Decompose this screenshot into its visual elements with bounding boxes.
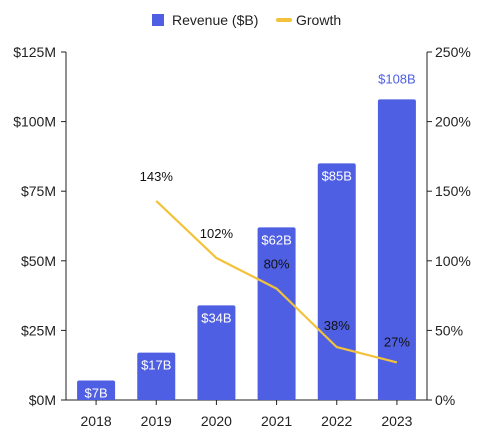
legend-growth-label: Growth — [296, 12, 341, 28]
revenue-bar — [257, 227, 296, 400]
revenue-data-label: $34B — [201, 310, 231, 325]
y-left-tick-label: $100M — [13, 114, 56, 130]
legend-revenue-swatch — [152, 14, 164, 26]
revenue-data-label: $17B — [141, 358, 171, 373]
growth-data-label: 38% — [324, 318, 350, 333]
revenue-bar — [377, 99, 416, 400]
y-left-tick-label: $0M — [29, 392, 56, 408]
growth-data-label: 102% — [200, 226, 234, 241]
legend-revenue-label: Revenue ($B) — [172, 12, 258, 28]
y-left-tick-label: $25M — [21, 322, 56, 338]
growth-data-label: 143% — [140, 169, 174, 184]
x-tick-label: 2018 — [81, 413, 112, 429]
revenue-bar — [197, 305, 236, 400]
revenue-data-label: $108B — [378, 71, 416, 86]
y-right-tick-label: 100% — [435, 253, 471, 269]
revenue-bar — [137, 352, 176, 400]
y-right-tick-label: 250% — [435, 44, 471, 60]
x-tick-label: 2023 — [381, 413, 412, 429]
growth-data-label: 27% — [384, 334, 410, 349]
x-tick-label: 2022 — [321, 413, 352, 429]
y-left-tick-label: $75M — [21, 183, 56, 199]
revenue-data-label: $85B — [322, 168, 352, 183]
y-left-tick-label: $125M — [13, 44, 56, 60]
growth-line — [155, 200, 398, 364]
revenue-bar — [77, 380, 116, 400]
y-left-tick-label: $50M — [21, 253, 56, 269]
y-right-tick-label: 200% — [435, 114, 471, 130]
y-right-tick-label: 150% — [435, 183, 471, 199]
y-right-tick-label: 50% — [435, 322, 463, 338]
revenue-bar — [317, 163, 356, 400]
x-tick-label: 2019 — [141, 413, 172, 429]
x-tick-label: 2021 — [261, 413, 292, 429]
x-tick-label: 2020 — [201, 413, 232, 429]
growth-data-label: 80% — [264, 257, 290, 272]
revenue-data-label: $62B — [261, 232, 291, 247]
revenue-data-label: $7B — [85, 386, 108, 401]
y-right-tick-label: 0% — [435, 392, 455, 408]
